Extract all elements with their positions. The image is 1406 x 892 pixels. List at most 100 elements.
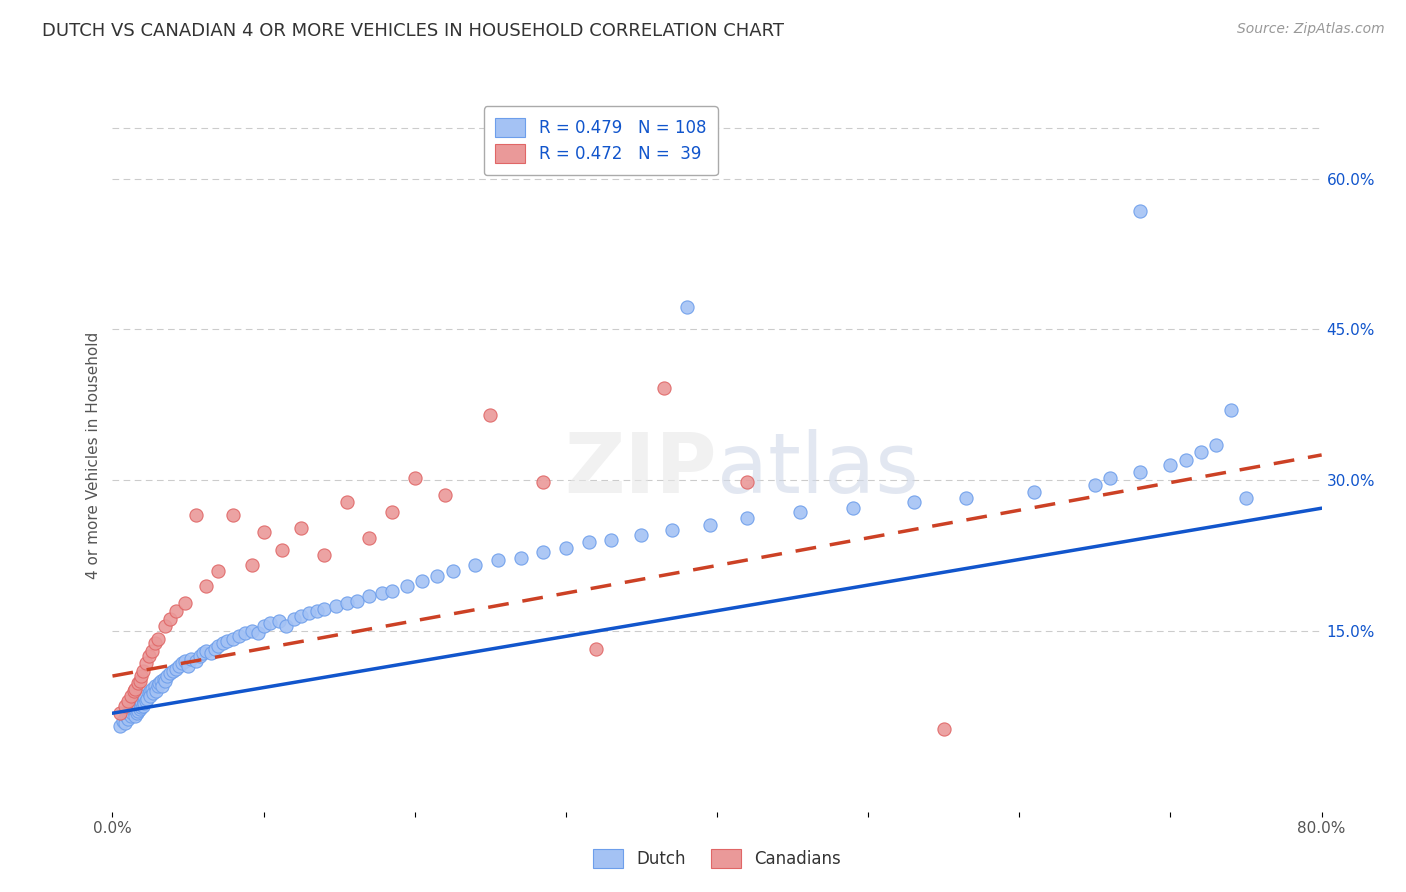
Point — [184, 508, 207, 523]
Point — [267, 614, 290, 628]
Point — [132, 664, 155, 678]
Point — [1129, 465, 1152, 479]
Point — [1159, 458, 1181, 472]
Point — [737, 511, 759, 525]
Point — [141, 682, 163, 697]
Point — [132, 699, 155, 714]
Point — [246, 625, 269, 640]
Point — [149, 674, 172, 689]
Point — [207, 564, 229, 578]
Point — [148, 676, 170, 690]
Point — [222, 632, 245, 646]
Point — [1129, 203, 1152, 218]
Point — [141, 644, 163, 658]
Point — [737, 475, 759, 489]
Point — [125, 701, 148, 715]
Point — [170, 656, 193, 670]
Point — [153, 672, 176, 686]
Point — [531, 475, 554, 489]
Point — [127, 698, 149, 713]
Point — [600, 533, 623, 548]
Point — [381, 505, 404, 519]
Point — [120, 689, 142, 703]
Point — [699, 518, 721, 533]
Point — [117, 694, 139, 708]
Point — [127, 676, 149, 690]
Point — [290, 521, 312, 535]
Point — [1205, 438, 1227, 452]
Point — [135, 694, 157, 708]
Legend: Dutch, Canadians: Dutch, Canadians — [586, 842, 848, 875]
Point — [128, 674, 150, 689]
Point — [138, 686, 160, 700]
Point — [630, 528, 652, 542]
Point — [120, 709, 142, 723]
Point — [184, 654, 207, 668]
Point — [145, 684, 167, 698]
Point — [1024, 485, 1046, 500]
Point — [359, 589, 381, 603]
Point — [1174, 453, 1197, 467]
Point — [336, 495, 359, 509]
Point — [228, 629, 250, 643]
Point — [122, 684, 145, 698]
Point — [259, 615, 281, 630]
Point — [188, 648, 211, 663]
Point — [128, 696, 150, 710]
Text: ZIP: ZIP — [565, 429, 717, 509]
Point — [1234, 491, 1257, 505]
Point — [276, 619, 298, 633]
Point — [124, 709, 146, 723]
Point — [509, 551, 531, 566]
Point — [932, 723, 955, 737]
Point — [298, 606, 321, 620]
Text: Source: ZipAtlas.com: Source: ZipAtlas.com — [1237, 22, 1385, 37]
Point — [121, 706, 143, 721]
Point — [283, 612, 305, 626]
Point — [370, 585, 392, 599]
Point — [127, 704, 149, 718]
Point — [314, 549, 336, 563]
Point — [142, 686, 165, 700]
Point — [143, 636, 166, 650]
Point — [159, 666, 181, 681]
Point — [222, 508, 245, 523]
Point — [177, 659, 200, 673]
Point — [675, 300, 697, 314]
Point — [180, 652, 202, 666]
Point — [204, 641, 226, 656]
Point — [143, 679, 166, 693]
Point — [305, 604, 328, 618]
Point — [240, 624, 263, 638]
Point — [1098, 471, 1121, 485]
Point — [128, 702, 150, 716]
Point — [129, 669, 152, 683]
Point — [486, 553, 509, 567]
Point — [125, 706, 148, 721]
Point — [585, 641, 607, 656]
Point — [121, 702, 143, 716]
Point — [652, 381, 675, 395]
Point — [155, 619, 177, 633]
Point — [138, 648, 160, 663]
Point — [381, 583, 404, 598]
Point — [554, 541, 576, 556]
Point — [146, 632, 169, 646]
Point — [139, 684, 162, 698]
Point — [207, 639, 229, 653]
Point — [136, 692, 159, 706]
Point — [195, 578, 218, 592]
Point — [842, 501, 865, 516]
Point — [426, 568, 449, 582]
Point — [174, 654, 197, 668]
Point — [118, 704, 141, 718]
Point — [167, 659, 190, 673]
Point — [165, 662, 187, 676]
Text: DUTCH VS CANADIAN 4 OR MORE VEHICLES IN HOUSEHOLD CORRELATION CHART: DUTCH VS CANADIAN 4 OR MORE VEHICLES IN … — [42, 22, 785, 40]
Point — [124, 682, 146, 697]
Point — [156, 669, 179, 683]
Point — [578, 535, 600, 549]
Point — [146, 679, 169, 693]
Point — [314, 601, 336, 615]
Point — [217, 633, 239, 648]
